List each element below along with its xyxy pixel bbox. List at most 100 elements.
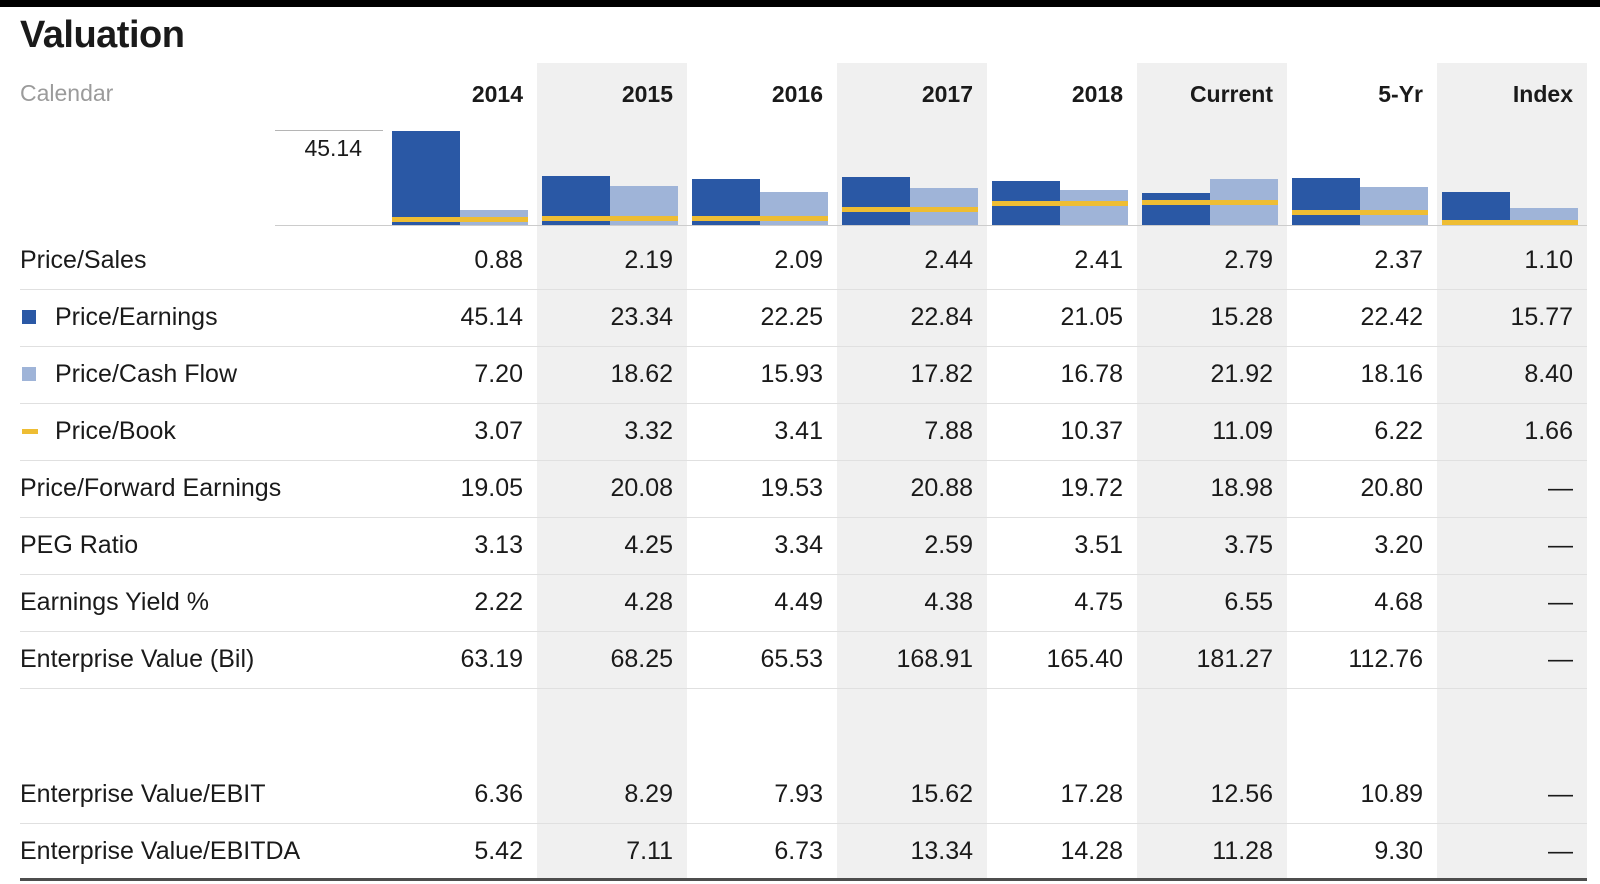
value-cell: 4.68: [1374, 588, 1423, 616]
pe-bar: [842, 177, 910, 225]
value-cell: 16.78: [1060, 360, 1123, 388]
value-cell: 7.20: [474, 360, 523, 388]
value-cell: 14.28: [1060, 837, 1123, 865]
column-header-2017: 2017: [921, 81, 973, 107]
value-cell: 9.30: [1374, 837, 1423, 865]
column-header-5-yr: 5-Yr: [1378, 81, 1423, 107]
value-cell: 4.28: [624, 588, 673, 616]
row-separator: [20, 823, 1587, 824]
value-cell: —: [1548, 531, 1573, 559]
pb-line: [1292, 210, 1428, 216]
value-cell: 12.56: [1210, 780, 1273, 808]
value-cell: 45.14: [460, 303, 523, 331]
pb-line: [992, 201, 1128, 207]
value-cell: 6.22: [1374, 417, 1423, 445]
pe-bar: [1292, 178, 1360, 225]
pb-line: [692, 215, 828, 221]
value-cell: 2.59: [924, 531, 973, 559]
value-cell: 17.82: [910, 360, 973, 388]
value-cell: 3.13: [474, 531, 523, 559]
column-header-2015: 2015: [621, 81, 673, 107]
value-cell: 6.36: [474, 780, 523, 808]
calendar-label: Calendar: [20, 80, 114, 106]
value-cell: 165.40: [1046, 645, 1123, 673]
row-label: Enterprise Value/EBITDA: [20, 837, 301, 865]
row-label: PEG Ratio: [20, 531, 139, 559]
column-header-2016: 2016: [771, 81, 823, 107]
value-cell: 4.25: [624, 531, 673, 559]
value-cell: 3.34: [774, 531, 823, 559]
pcf-bar: [1360, 187, 1428, 225]
value-cell: 13.34: [910, 837, 973, 865]
column-header-current: Current: [1189, 81, 1273, 107]
row-label: Earnings Yield %: [20, 588, 210, 616]
page-title: Valuation: [20, 14, 185, 56]
pb-line: [1442, 219, 1578, 225]
value-cell: 15.77: [1510, 303, 1573, 331]
value-cell: 1.66: [1524, 417, 1573, 445]
column-header-index: Index: [1512, 81, 1573, 107]
column-header-2018: 2018: [1071, 81, 1123, 107]
row-separator: [20, 289, 1587, 290]
chart-max-value-label: 45.14: [304, 135, 362, 161]
value-cell: 2.44: [924, 246, 973, 274]
value-cell: 3.32: [624, 417, 673, 445]
value-cell: 22.84: [910, 303, 973, 331]
pb-line: [542, 216, 678, 222]
value-cell: 7.93: [774, 780, 823, 808]
value-cell: 6.55: [1224, 588, 1273, 616]
row-separator: [20, 574, 1587, 575]
value-cell: 11.09: [1212, 417, 1273, 445]
row-label: Price/Book: [55, 417, 176, 445]
value-cell: 15.62: [910, 780, 973, 808]
value-cell: 21.05: [1060, 303, 1123, 331]
value-cell: 22.25: [760, 303, 823, 331]
value-cell: 18.16: [1360, 360, 1423, 388]
value-cell: 7.88: [924, 417, 973, 445]
value-cell: 20.80: [1360, 474, 1423, 502]
row-label: Price/Sales: [20, 246, 147, 274]
pe-bar: [1142, 193, 1210, 225]
value-cell: —: [1548, 474, 1573, 502]
value-cell: 20.08: [610, 474, 673, 502]
bottom-border: [20, 878, 1587, 881]
row-separator: [20, 517, 1587, 518]
value-cell: 15.93: [760, 360, 823, 388]
row-separator: [20, 460, 1587, 461]
row-separator: [20, 631, 1587, 632]
value-cell: 15.28: [1210, 303, 1273, 331]
value-cell: 65.53: [760, 645, 823, 673]
row-label: Price/Earnings: [55, 303, 218, 331]
value-cell: —: [1548, 588, 1573, 616]
value-cell: 2.41: [1074, 246, 1123, 274]
value-cell: 23.34: [610, 303, 673, 331]
top-border: [0, 0, 1600, 7]
chart-baseline: [275, 225, 1587, 226]
pe-bar: [392, 131, 460, 225]
value-cell: 4.75: [1074, 588, 1123, 616]
row-label: Enterprise Value/EBIT: [20, 780, 266, 808]
value-cell: 20.88: [910, 474, 973, 502]
value-cell: 3.07: [474, 417, 523, 445]
value-cell: 112.76: [1348, 645, 1423, 673]
value-cell: 6.73: [774, 837, 823, 865]
column-header-2014: 2014: [471, 81, 523, 107]
value-cell: —: [1548, 837, 1573, 865]
value-cell: 2.19: [624, 246, 673, 274]
pb-line: [1142, 199, 1278, 205]
row-label: Enterprise Value (Bil): [20, 645, 255, 673]
row-separator: [20, 688, 1587, 689]
value-cell: 19.05: [460, 474, 523, 502]
value-cell: —: [1548, 645, 1573, 673]
value-cell: 22.42: [1360, 303, 1423, 331]
value-cell: 1.10: [1524, 246, 1573, 274]
value-cell: 2.37: [1374, 246, 1423, 274]
value-cell: 10.89: [1360, 780, 1423, 808]
value-cell: 8.29: [624, 780, 673, 808]
pb-line: [842, 206, 978, 212]
value-cell: 19.72: [1060, 474, 1123, 502]
value-cell: 63.19: [460, 645, 523, 673]
value-cell: 4.38: [924, 588, 973, 616]
pcf-bar: [910, 187, 978, 225]
value-cell: 17.28: [1060, 780, 1123, 808]
